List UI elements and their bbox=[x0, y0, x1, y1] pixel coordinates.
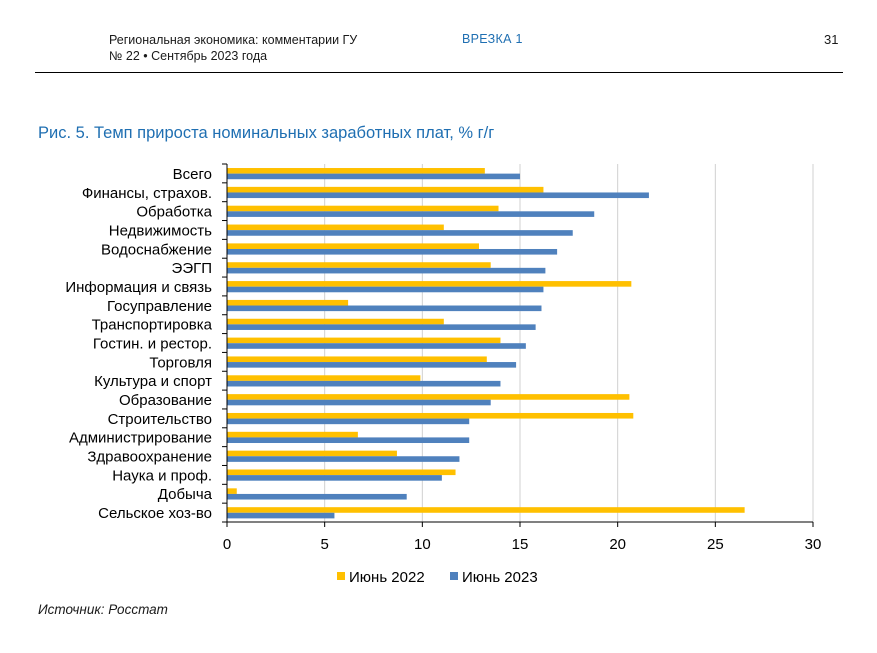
bar-june-2022 bbox=[227, 450, 397, 457]
category-label: Торговля bbox=[149, 354, 212, 371]
bar-june-2023 bbox=[227, 248, 558, 255]
bar-june-2022 bbox=[227, 469, 456, 476]
bar-june-2023 bbox=[227, 230, 573, 236]
bar-june-2023 bbox=[227, 343, 526, 349]
bar-june-2023 bbox=[227, 380, 501, 387]
category-label: Транспортировка bbox=[92, 317, 213, 334]
bar-june-2022 bbox=[227, 243, 479, 249]
x-tick-label: 20 bbox=[609, 536, 626, 553]
category-label: Образование bbox=[119, 392, 212, 409]
x-tick-label: 0 bbox=[223, 536, 231, 553]
bar-june-2022 bbox=[227, 186, 544, 193]
category-label: Финансы, страхов. bbox=[82, 185, 212, 202]
bar-june-2022 bbox=[227, 488, 237, 494]
bar-june-2023 bbox=[227, 475, 442, 481]
x-tick-label: 10 bbox=[414, 536, 431, 553]
x-tick-label: 5 bbox=[320, 536, 328, 553]
report-series-title: Региональная экономика: комментарии ГУ bbox=[109, 33, 358, 47]
bar-june-2023 bbox=[227, 512, 335, 519]
page-number: 31 bbox=[824, 32, 839, 47]
x-tick-label: 25 bbox=[707, 536, 724, 553]
legend-swatch-june-2023 bbox=[450, 572, 458, 580]
bar-june-2022 bbox=[227, 224, 444, 231]
bar-june-2022 bbox=[227, 412, 634, 419]
bar-june-2023 bbox=[227, 305, 542, 312]
bar-june-2022 bbox=[227, 507, 745, 513]
bar-june-2023 bbox=[227, 399, 491, 406]
header-divider bbox=[35, 72, 843, 73]
category-label: Госуправление bbox=[107, 298, 212, 315]
bar-june-2022 bbox=[227, 168, 485, 174]
category-label: Информация и связь bbox=[65, 279, 212, 296]
section-label: ВРЕЗКА 1 bbox=[462, 32, 523, 46]
bar-june-2023 bbox=[227, 173, 520, 180]
bar-june-2022 bbox=[227, 281, 632, 287]
bar-june-2023 bbox=[227, 362, 517, 368]
category-label: ЭЭГП bbox=[172, 260, 212, 277]
category-label: Строительство bbox=[108, 411, 212, 428]
x-tick-label: 30 bbox=[805, 536, 822, 553]
category-label: Всего bbox=[173, 166, 212, 183]
report-header: Региональная экономика: комментарии ГУ №… bbox=[109, 32, 357, 64]
category-label: Водоснабжение bbox=[101, 241, 212, 258]
bar-june-2022 bbox=[227, 299, 349, 306]
category-label: Сельское хоз-во bbox=[98, 505, 212, 522]
bar-june-2023 bbox=[227, 324, 536, 330]
category-label: Добыча bbox=[158, 486, 213, 503]
bar-june-2023 bbox=[227, 211, 595, 217]
category-label: Недвижимость bbox=[109, 222, 212, 239]
source-note: Источник: Росстат bbox=[38, 602, 168, 617]
bar-june-2022 bbox=[227, 356, 487, 363]
bar-june-2023 bbox=[227, 493, 407, 500]
bar-june-2022 bbox=[227, 262, 491, 268]
bar-june-2023 bbox=[227, 286, 544, 293]
legend-swatch-june-2022 bbox=[337, 572, 345, 580]
category-label: Наука и проф. bbox=[112, 467, 212, 484]
x-tick-label: 15 bbox=[512, 536, 529, 553]
bar-june-2022 bbox=[227, 431, 358, 438]
legend-label: Июнь 2023 bbox=[462, 569, 538, 586]
legend-label: Июнь 2022 bbox=[349, 569, 425, 586]
category-label: Обработка bbox=[136, 204, 212, 221]
category-label: Культура и спорт bbox=[94, 373, 212, 390]
bar-june-2022 bbox=[227, 394, 630, 400]
category-label: Здравоохранение bbox=[87, 449, 212, 466]
bar-june-2023 bbox=[227, 192, 649, 199]
bar-june-2023 bbox=[227, 418, 470, 425]
bar-june-2022 bbox=[227, 205, 499, 212]
figure-title: Рис. 5. Темп прироста номинальных зарабо… bbox=[38, 124, 495, 142]
bar-june-2022 bbox=[227, 318, 444, 325]
category-label: Администрирование bbox=[69, 430, 212, 447]
bar-june-2023 bbox=[227, 456, 460, 462]
bar-june-2023 bbox=[227, 437, 470, 444]
bar-june-2023 bbox=[227, 267, 546, 274]
report-issue-date: № 22 • Сентябрь 2023 года bbox=[109, 49, 268, 63]
bar-june-2022 bbox=[227, 375, 421, 381]
bar-june-2022 bbox=[227, 337, 501, 344]
category-label: Гостин. и рестор. bbox=[93, 336, 212, 353]
